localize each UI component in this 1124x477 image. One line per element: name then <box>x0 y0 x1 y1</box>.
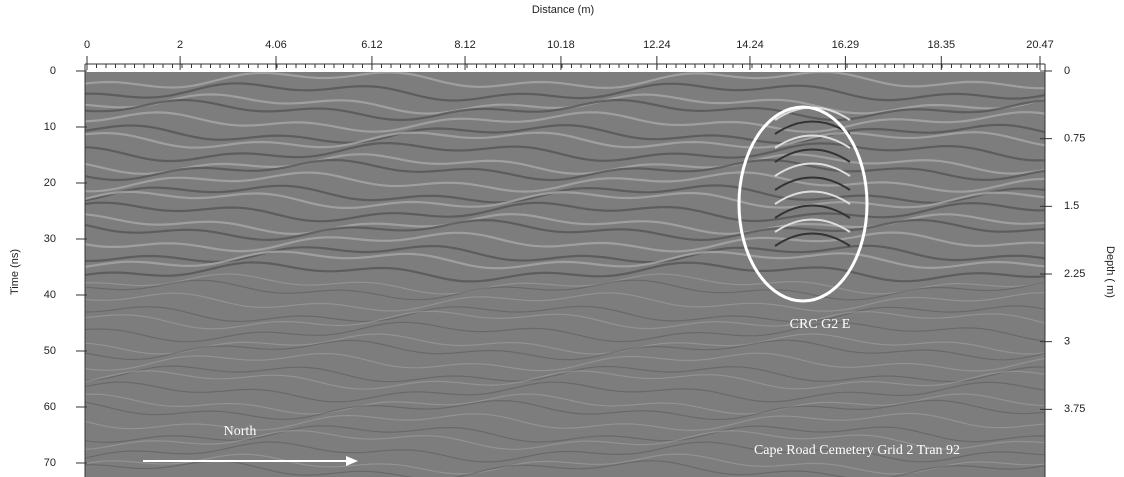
reflection-band <box>85 190 1045 209</box>
y-tick-label: 30 <box>44 233 56 245</box>
reflection-band <box>85 365 1045 383</box>
y-tick-label: 70 <box>44 457 56 469</box>
x-tick-label: 4.06 <box>265 39 286 51</box>
reflection-band <box>85 82 1045 102</box>
x-tick-label: 10.18 <box>547 39 575 51</box>
x-tick-label: 12.24 <box>643 39 671 51</box>
y2-tick-label: 0.75 <box>1064 133 1085 145</box>
x-tick-label: 20.47 <box>1026 39 1054 51</box>
reflection-band <box>85 123 1045 145</box>
x-tick-label: 6.12 <box>361 39 382 51</box>
reflection-band <box>85 399 1045 421</box>
y2-tick-label: 1.5 <box>1064 200 1079 212</box>
reflection-band <box>85 321 1045 343</box>
reflection-band <box>85 412 1045 432</box>
y-tick-label: 20 <box>44 177 56 189</box>
y-tick-label: 50 <box>44 345 56 357</box>
hyperbola <box>774 204 851 219</box>
reflection-band <box>85 292 1045 312</box>
y-tick-label: 0 <box>50 65 56 77</box>
x-tick-label: 0 <box>84 39 90 51</box>
reflection-band <box>85 460 1045 477</box>
reflection-band <box>85 305 1045 323</box>
y2-axis-title: Depth ( m) <box>1104 246 1116 298</box>
target-label: CRC G2 E <box>790 317 851 332</box>
y2-tick-label: 2.25 <box>1064 268 1085 280</box>
reflection-band <box>85 453 1045 475</box>
reflection-band <box>85 98 1045 122</box>
reflection-band <box>85 273 1045 295</box>
reflection-band <box>85 171 1045 193</box>
x-tick-label: 16.29 <box>832 39 860 51</box>
y-axis-title: Time (ns) <box>9 249 21 295</box>
hyperbola <box>774 176 851 191</box>
y2-tick-label: 0 <box>1064 65 1070 77</box>
hyperbola <box>774 232 851 247</box>
x-tick-label: 18.35 <box>928 39 956 51</box>
reflection-band <box>85 381 1045 403</box>
direction-label: North <box>224 424 257 439</box>
x-tick-label: 8.12 <box>454 39 475 51</box>
hyperbola <box>774 162 851 177</box>
reflection-band <box>85 279 1045 301</box>
reflection-band <box>85 184 1045 204</box>
x-axis-title: Distance (m) <box>532 4 594 16</box>
reflection-band <box>85 441 1045 463</box>
reflections <box>85 72 1045 477</box>
hyperbola <box>774 148 851 163</box>
reflection-band <box>85 72 1045 90</box>
hyperbola <box>774 134 851 149</box>
target-ellipse <box>737 105 869 303</box>
reflection-band <box>85 310 1045 330</box>
reflection-band <box>85 244 1045 264</box>
y-tick-label: 60 <box>44 401 56 413</box>
reflection-band <box>85 333 1045 355</box>
reflection-band <box>85 393 1045 415</box>
reflection-band <box>85 131 1045 149</box>
y2-tick-label: 3 <box>1064 336 1070 348</box>
caption: Cape Road Cemetery Grid 2 Tran 92 <box>754 443 960 458</box>
hyperbola <box>774 218 851 233</box>
reflection-band <box>85 352 1045 372</box>
reflection-band <box>85 429 1045 450</box>
x-tick-label: 14.24 <box>736 39 764 51</box>
reflection-band <box>85 370 1045 390</box>
hyperbola <box>774 190 851 205</box>
arrow-head <box>346 456 358 466</box>
y2-tick-label: 3.75 <box>1064 403 1085 415</box>
reflection-band <box>85 231 1045 253</box>
reflection-band <box>85 261 1045 283</box>
y-tick-label: 40 <box>44 289 56 301</box>
reflection-band <box>85 250 1045 270</box>
reflection-band <box>85 141 1045 163</box>
x-tick-label: 2 <box>177 39 183 51</box>
reflection-band <box>85 153 1045 175</box>
reflection-band <box>85 158 1045 182</box>
reflection-band <box>85 111 1045 133</box>
reflection-band <box>85 218 1045 242</box>
reflection-band <box>85 339 1045 361</box>
y-tick-label: 10 <box>44 121 56 133</box>
reflection-band <box>85 201 1045 223</box>
